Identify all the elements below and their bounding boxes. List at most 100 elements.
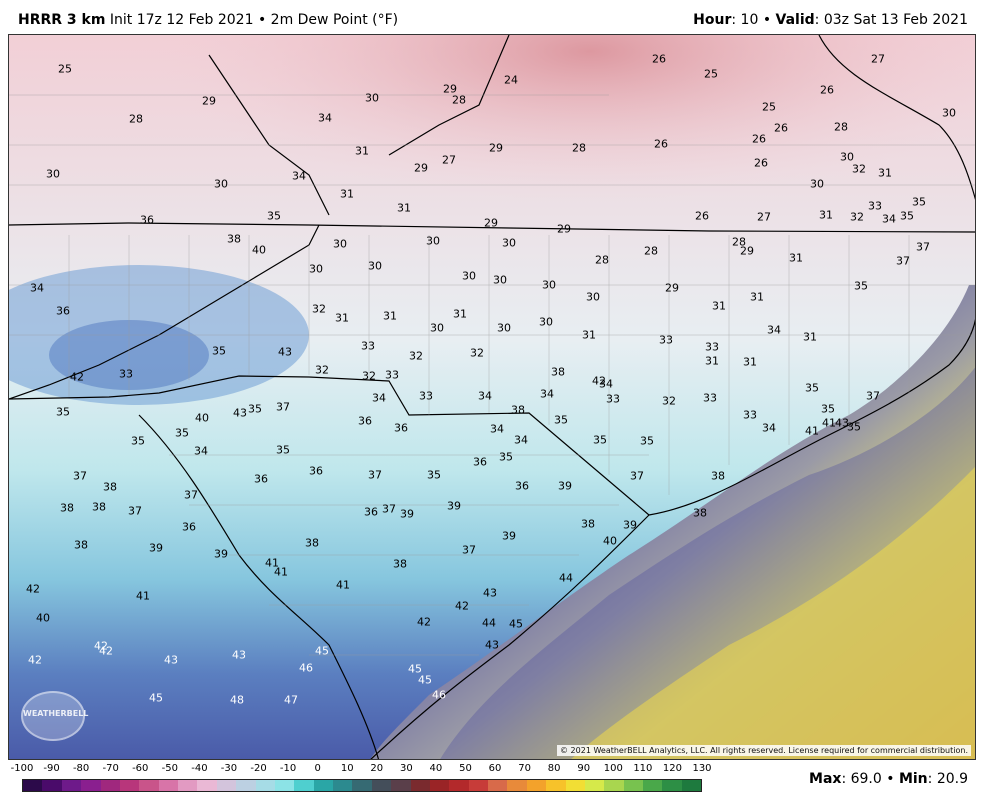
dew-point-value: 26 [652, 52, 666, 66]
dew-point-value: 35 [267, 209, 281, 223]
dew-point-value: 35 [821, 402, 835, 416]
colorbar-segment [604, 780, 624, 791]
dew-point-value: 37 [630, 469, 644, 483]
dew-point-value: 29 [740, 244, 754, 258]
colorbar-segment [468, 780, 488, 791]
dew-point-value: 41 [274, 565, 288, 579]
colorbar-segment [565, 780, 585, 791]
dew-point-value: 35 [912, 195, 926, 209]
dew-point-value: 31 [355, 144, 369, 158]
dew-point-value: 36 [515, 479, 529, 493]
colorbar-segment [294, 780, 314, 791]
dew-point-value: 25 [58, 62, 72, 76]
colorbar-segment [139, 780, 159, 791]
variable-name: 2m Dew Point (°F) [270, 12, 399, 28]
colorbar-tick-label: 20 [370, 763, 384, 774]
dew-point-value: 38 [60, 501, 74, 515]
dew-point-value: 36 [254, 472, 268, 486]
dew-point-value: 37 [916, 240, 930, 254]
weatherbell-logo: WEATHERBELL [21, 691, 88, 741]
dew-point-value: 33 [703, 391, 717, 405]
dew-point-value: 30 [539, 315, 553, 329]
valid-label: Valid [775, 12, 815, 28]
dew-point-value: 34 [194, 444, 208, 458]
dew-point-value: 31 [819, 208, 833, 222]
colorbar-tick-label: -50 [161, 763, 178, 774]
dew-point-value: 44 [559, 571, 573, 585]
dew-point-value: 34 [882, 212, 896, 226]
dew-point-value: 35 [847, 420, 861, 434]
colorbar-tick-label: 110 [633, 763, 653, 774]
dew-point-value: 42 [70, 370, 84, 384]
dew-point-value: 29 [484, 216, 498, 230]
dew-point-value: 30 [46, 167, 60, 181]
colorbar-segment [643, 780, 663, 791]
dew-point-value: 30 [942, 106, 956, 120]
dew-point-value: 32 [662, 394, 676, 408]
colorbar-segment [681, 780, 702, 791]
dew-point-value: 34 [490, 422, 504, 436]
colorbar-tick-label: 40 [429, 763, 443, 774]
dew-point-value: 29 [414, 161, 428, 175]
colorbar-segment [333, 780, 353, 791]
colorbar-segment [274, 780, 295, 791]
dew-point-value: 31 [383, 309, 397, 323]
max-value: : 69.0 [841, 771, 882, 787]
colorbar-tick-label: 70 [518, 763, 531, 774]
dew-point-value: 36 [473, 455, 487, 469]
dew-point-value: 31 [335, 311, 349, 325]
dew-point-value: 30 [426, 234, 440, 248]
colorbar-segment [100, 780, 120, 791]
dew-point-value: 32 [850, 210, 864, 224]
dew-point-value: 30 [840, 150, 854, 164]
dew-point-value: 39 [558, 479, 572, 493]
dew-point-value: 37 [368, 468, 382, 482]
colorbar-segment [352, 780, 372, 791]
dew-point-value: 38 [693, 506, 707, 520]
dew-point-value: 38 [305, 536, 319, 550]
dew-point-value: 31 [750, 290, 764, 304]
dew-point-value: 34 [762, 421, 776, 435]
dew-point-value: 30 [214, 177, 228, 191]
colorbar-tick-label: 130 [692, 763, 712, 774]
dew-point-value: 35 [56, 405, 70, 419]
dew-point-value: 39 [149, 541, 163, 555]
dew-point-value: 45 [408, 662, 422, 676]
dew-point-value: 41 [822, 416, 836, 430]
dew-point-value: 35 [854, 279, 868, 293]
dew-point-value: 42 [455, 599, 469, 613]
dew-point-value: 31 [743, 355, 757, 369]
dew-point-value: 28 [595, 253, 609, 267]
dew-point-value: 31 [803, 330, 817, 344]
colorbar-segment [410, 780, 430, 791]
dew-point-value: 27 [442, 153, 456, 167]
dew-point-value: 33 [705, 340, 719, 354]
dew-point-value: 25 [762, 100, 776, 114]
dew-point-value: 39 [447, 499, 461, 513]
dew-point-value: 30 [430, 321, 444, 335]
colorbar-segment [449, 780, 469, 791]
colorbar-segment [255, 780, 275, 791]
hour-label: Hour [693, 12, 732, 28]
min-value: : 20.9 [927, 771, 968, 787]
dew-point-value: 43 [835, 416, 849, 430]
colorbar-segment [584, 780, 605, 791]
copyright-notice: © 2021 WeatherBELL Analytics, LLC. All r… [557, 745, 971, 756]
dew-point-value: 36 [309, 464, 323, 478]
dew-point-value: 34 [478, 389, 492, 403]
dew-point-value: 32 [852, 162, 866, 176]
dew-point-value: 42 [592, 374, 606, 388]
dew-point-value: 38 [551, 365, 565, 379]
dew-point-value: 42 [417, 615, 431, 629]
dew-point-value: 31 [397, 201, 411, 215]
dew-point-value: 36 [358, 414, 372, 428]
dew-point-value: 40 [36, 611, 50, 625]
header-separator-2: • [762, 12, 772, 28]
colorbar-tick-label: 100 [603, 763, 623, 774]
dew-point-value: 32 [312, 302, 326, 316]
dew-point-value: 31 [582, 328, 596, 342]
dew-point-value: 37 [276, 400, 290, 414]
dew-point-value: 40 [603, 534, 617, 548]
dew-point-value: 35 [427, 468, 441, 482]
dew-point-value: 44 [482, 616, 496, 630]
